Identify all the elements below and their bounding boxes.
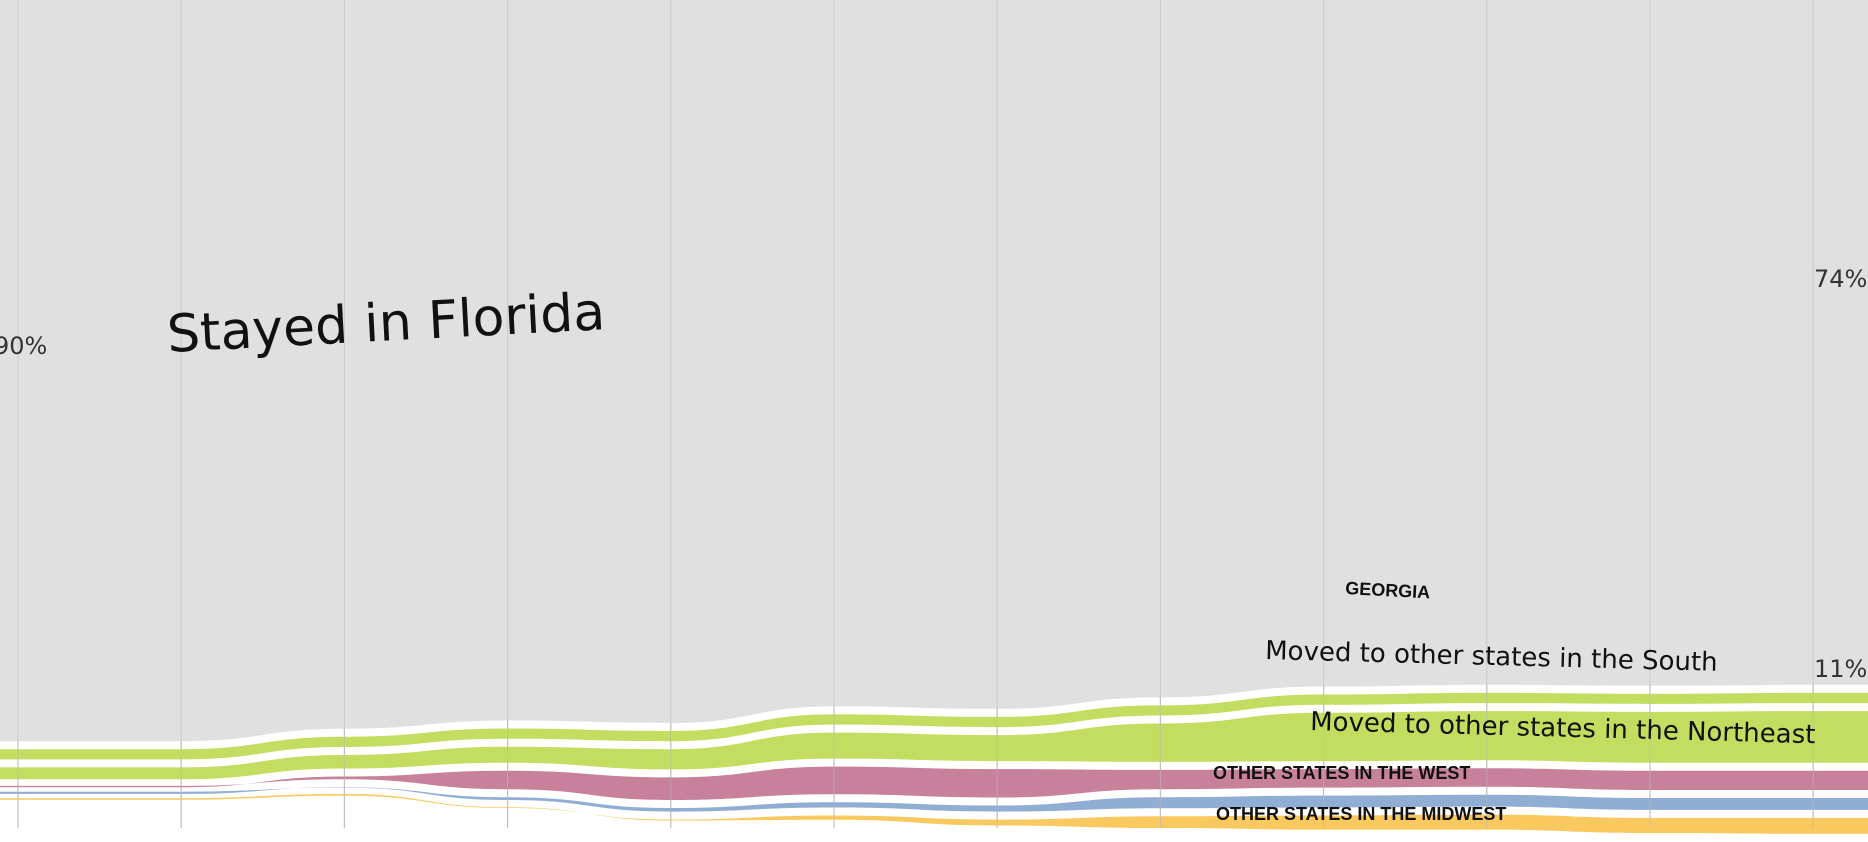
band-stayed-in-florida xyxy=(0,0,1868,742)
band-other-states-in-the-northeast xyxy=(0,766,1868,800)
band-other-states-in-the-midwest xyxy=(0,787,1868,812)
band-other-states-in-the-west xyxy=(0,794,1868,834)
start-percent-label: 90% xyxy=(0,332,47,360)
end-percent-label-florida: 74% xyxy=(1814,265,1867,293)
band-other-states-in-the-south xyxy=(0,711,1868,780)
midwest-label: OTHER STATES IN THE MIDWEST xyxy=(1216,804,1506,824)
georgia-label: GEORGIA xyxy=(1345,578,1431,602)
west-label: OTHER STATES IN THE WEST xyxy=(1213,763,1470,783)
end-percent-label-south: 11% xyxy=(1814,655,1867,683)
band-georgia xyxy=(0,692,1868,760)
